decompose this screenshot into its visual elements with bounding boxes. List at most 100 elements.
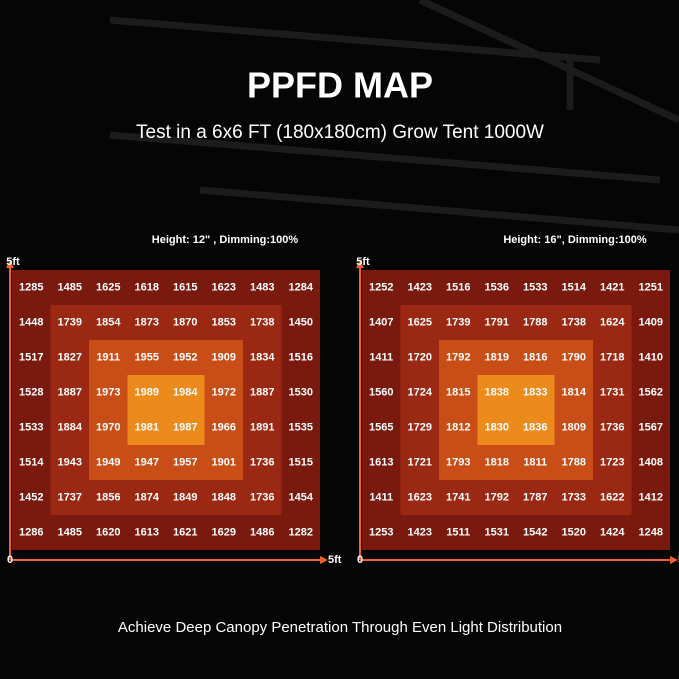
fixture-silhouette <box>109 0 679 234</box>
ppfd-value: 1949 <box>96 456 120 468</box>
ppfd-value: 1624 <box>600 316 625 328</box>
ppfd-value: 1972 <box>212 386 236 398</box>
ppfd-value: 1848 <box>212 491 236 503</box>
x-arrow <box>670 556 678 564</box>
ppfd-value: 1516 <box>289 351 313 363</box>
ppfd-value: 1622 <box>600 491 624 503</box>
ppfd-value: 1792 <box>485 491 509 503</box>
ppfd-value: 1560 <box>369 386 393 398</box>
ppfd-value: 1911 <box>96 351 120 363</box>
ppfd-value: 1973 <box>96 386 120 398</box>
ppfd-value: 1870 <box>173 316 197 328</box>
ppfd-value: 1253 <box>369 526 393 538</box>
ppfd-value: 1947 <box>135 456 159 468</box>
y-arrow <box>6 260 14 268</box>
ppfd-value: 1724 <box>408 386 433 398</box>
ppfd-value: 1621 <box>173 526 197 538</box>
ppfd-value: 1485 <box>58 526 82 538</box>
ppfd-value: 1625 <box>408 316 432 328</box>
ppfd-value: 1788 <box>523 316 547 328</box>
ppfd-value: 1511 <box>446 526 470 538</box>
footer-text: Achieve Deep Canopy Penetration Through … <box>118 619 562 636</box>
ppfd-value: 1838 <box>485 386 509 398</box>
ppfd-value: 1483 <box>250 281 274 293</box>
ppfd-value: 1736 <box>250 456 274 468</box>
ppfd-value: 1285 <box>19 281 43 293</box>
ppfd-value: 1282 <box>289 526 313 538</box>
ppfd-value: 1836 <box>523 421 547 433</box>
ppfd-value: 1738 <box>562 316 586 328</box>
ppfd-value: 1520 <box>562 526 586 538</box>
ppfd-value: 1623 <box>408 491 432 503</box>
ppfd-value: 1827 <box>58 351 82 363</box>
ppfd-value: 1516 <box>446 281 470 293</box>
ppfd-value: 1909 <box>212 351 236 363</box>
ppfd-value: 1741 <box>446 491 470 503</box>
ppfd-value: 1729 <box>408 421 432 433</box>
ppfd-value: 1736 <box>600 421 624 433</box>
ppfd-value: 1812 <box>446 421 470 433</box>
ppfd-value: 1535 <box>289 421 313 433</box>
ppfd-value: 1733 <box>562 491 586 503</box>
ppfd-value: 1613 <box>135 526 159 538</box>
title: PPFD MAP <box>247 65 433 106</box>
ppfd-value: 1448 <box>19 316 43 328</box>
ppfd-value: 1718 <box>600 351 624 363</box>
ppfd-value: 1531 <box>485 526 509 538</box>
ppfd-value: 1567 <box>639 421 663 433</box>
ppfd-value: 1970 <box>96 421 120 433</box>
ppfd-value: 1815 <box>446 386 470 398</box>
ppfd-value: 1720 <box>408 351 432 363</box>
ppfd-value: 1854 <box>96 316 121 328</box>
ppfd-value: 1833 <box>523 386 547 398</box>
ppfd-value: 1618 <box>135 281 159 293</box>
ppfd-value: 1517 <box>19 351 43 363</box>
ppfd-value: 1615 <box>173 281 197 293</box>
y-arrow <box>356 260 364 268</box>
ppfd-value: 1736 <box>250 491 274 503</box>
ppfd-value: 1629 <box>212 526 236 538</box>
ppfd-value: 1856 <box>96 491 120 503</box>
ppfd-value: 1424 <box>600 526 625 538</box>
ppfd-value: 1853 <box>212 316 236 328</box>
ppfd-value: 1286 <box>19 526 43 538</box>
ppfd-value: 1625 <box>96 281 120 293</box>
ppfd-value: 1251 <box>639 281 663 293</box>
ppfd-value: 1790 <box>562 351 586 363</box>
ppfd-value: 1407 <box>369 316 393 328</box>
ring <box>127 375 205 445</box>
subtitle: Test in a 6x6 FT (180x180cm) Grow Tent 1… <box>136 122 544 143</box>
ppfd-value: 1565 <box>369 421 393 433</box>
ppfd-value: 1816 <box>523 351 547 363</box>
ppfd-value: 1981 <box>135 421 159 433</box>
ppfd-value: 1731 <box>600 386 624 398</box>
ppfd-value: 1984 <box>173 386 198 398</box>
ppfd-value: 1421 <box>600 281 624 293</box>
ppfd-value: 1723 <box>600 456 624 468</box>
ppfd-value: 1955 <box>135 351 159 363</box>
x-end-label: 5ft <box>328 554 342 566</box>
ppfd-value: 1989 <box>135 386 159 398</box>
ppfd-value: 1409 <box>639 316 663 328</box>
ppfd-value: 1536 <box>485 281 509 293</box>
ppfd-value: 1514 <box>19 456 44 468</box>
ppfd-value: 1873 <box>135 316 159 328</box>
ppfd-value: 1891 <box>250 421 274 433</box>
ppfd-value: 1943 <box>58 456 82 468</box>
ppfd-value: 1721 <box>408 456 432 468</box>
ppfd-value: 1966 <box>212 421 236 433</box>
ppfd-value: 1486 <box>250 526 274 538</box>
ppfd-value: 1849 <box>173 491 197 503</box>
ppfd-value: 1562 <box>639 386 663 398</box>
ppfd-value: 1884 <box>58 421 83 433</box>
ppfd-value: 1411 <box>369 491 393 503</box>
ppfd-value: 1811 <box>523 456 547 468</box>
ppfd-value: 1454 <box>289 491 314 503</box>
ppfd-value: 1788 <box>562 456 586 468</box>
ppfd-value: 1819 <box>485 351 509 363</box>
ppfd-value: 1814 <box>562 386 587 398</box>
ppfd-value: 1787 <box>523 491 547 503</box>
y-end-label: 5ft <box>6 256 20 268</box>
ppfd-value: 1793 <box>446 456 470 468</box>
ppfd-value: 1284 <box>289 281 314 293</box>
